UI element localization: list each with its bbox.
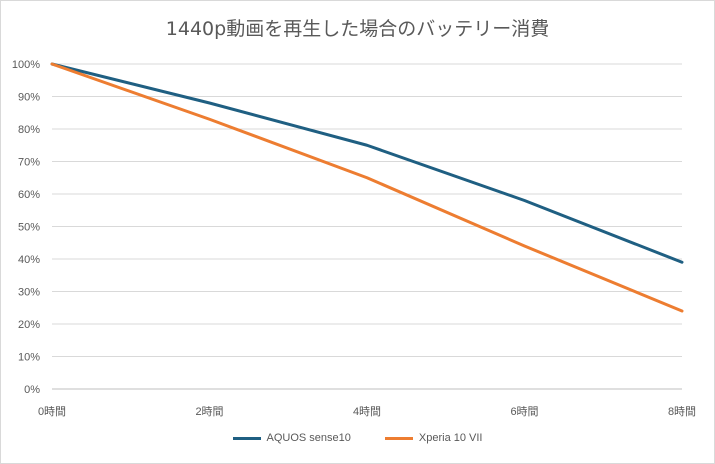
x-tick-label: 8時間 (668, 405, 696, 418)
x-tick-label: 0時間 (38, 405, 66, 418)
y-tick-label: 10% (18, 352, 40, 364)
x-tick-label: 2時間 (195, 405, 223, 418)
y-tick-label: 20% (18, 319, 40, 331)
legend-item-xperia: Xperia 10 VII (384, 432, 483, 444)
y-tick-label: 70% (18, 157, 40, 169)
legend-swatch-xperia (384, 436, 413, 440)
series-lines (50, 62, 684, 313)
series-line-xperia-10-vii (50, 62, 684, 313)
legend-item-aquos: AQUOS sense10 (232, 432, 351, 444)
chart-title: 1440p動画を再生した場合のバッテリー消費 (165, 18, 550, 40)
y-tick-label: 40% (18, 254, 40, 266)
y-tick-label: 60% (18, 189, 40, 201)
legend: AQUOS sense10 Xperia 10 VII (0, 432, 715, 444)
y-tick-label: 50% (18, 222, 40, 234)
y-axis-ticks: 0% 10% 20% 30% 40% 50% 60% 70% 80% 90% 100% (12, 59, 40, 396)
series-line-aquos-sense10 (50, 62, 684, 264)
gridlines (52, 63, 682, 390)
x-tick-label: 4時間 (353, 405, 381, 418)
y-tick-label: 0% (24, 384, 40, 396)
y-tick-label: 90% (18, 92, 40, 104)
y-tick-label: 100% (12, 59, 40, 71)
legend-label-xperia: Xperia 10 VII (418, 432, 483, 444)
y-tick-label: 80% (18, 124, 40, 136)
y-tick-label: 30% (18, 287, 40, 299)
legend-label-aquos: AQUOS sense10 (266, 432, 351, 444)
x-tick-label: 6時間 (510, 405, 538, 418)
x-axis-ticks: 0時間 2時間 4時間 6時間 8時間 (38, 405, 696, 418)
legend-swatch-aquos (232, 436, 261, 440)
